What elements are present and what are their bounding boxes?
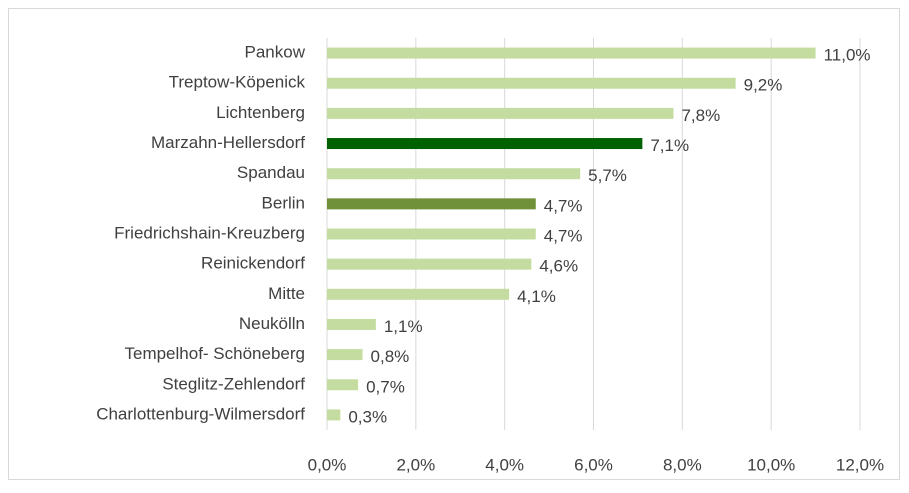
y-tick-label: Marzahn-Hellersdorf	[151, 133, 305, 152]
value-label: 11,0%	[824, 46, 871, 65]
value-label: 4,7%	[544, 226, 583, 245]
value-label: 4,1%	[517, 287, 556, 306]
bar	[327, 409, 341, 421]
y-tick-label: Spandau	[237, 163, 305, 182]
value-label: 0,3%	[348, 407, 387, 426]
y-tick-label: Berlin	[262, 193, 305, 212]
x-tick-label: 8,0%	[663, 455, 702, 474]
bar	[327, 198, 536, 210]
x-tick-label: 4,0%	[485, 455, 524, 474]
bar	[327, 77, 736, 89]
value-label: 0,7%	[366, 377, 405, 396]
bar	[327, 138, 643, 150]
value-label: 7,8%	[681, 106, 720, 125]
y-tick-label: Friedrichshain-Kreuzberg	[114, 223, 305, 242]
bar	[327, 228, 536, 240]
x-tick-label: 12,0%	[836, 455, 884, 474]
value-label: 1,1%	[384, 317, 423, 336]
x-tick-label: 0,0%	[308, 455, 347, 474]
bar	[327, 168, 581, 180]
x-tick-label: 10,0%	[747, 455, 795, 474]
value-label: 4,7%	[544, 196, 583, 215]
bar	[327, 47, 816, 59]
bar	[327, 379, 359, 391]
bar	[327, 318, 376, 330]
value-label: 5,7%	[588, 166, 627, 185]
bar	[327, 349, 363, 361]
y-tick-label: Tempelhof- Schöneberg	[124, 344, 305, 363]
value-label: 0,8%	[371, 347, 410, 366]
value-label: 7,1%	[650, 136, 689, 155]
y-tick-label: Reinickendorf	[201, 254, 305, 273]
bar	[327, 258, 532, 270]
bar	[327, 107, 674, 119]
y-tick-label: Neukölln	[239, 314, 305, 333]
y-tick-label: Treptow-Köpenick	[169, 73, 306, 92]
y-tick-label: Charlottenburg-Wilmersdorf	[96, 404, 305, 423]
value-label: 4,6%	[539, 257, 578, 276]
value-label: 9,2%	[744, 76, 783, 95]
y-tick-label: Steglitz-Zehlendorf	[162, 374, 305, 393]
y-tick-label: Mitte	[268, 284, 305, 303]
x-tick-label: 2,0%	[396, 455, 435, 474]
bar	[327, 288, 510, 300]
y-tick-label: Pankow	[245, 43, 306, 62]
y-tick-label: Lichtenberg	[216, 103, 305, 122]
x-tick-label: 6,0%	[574, 455, 613, 474]
